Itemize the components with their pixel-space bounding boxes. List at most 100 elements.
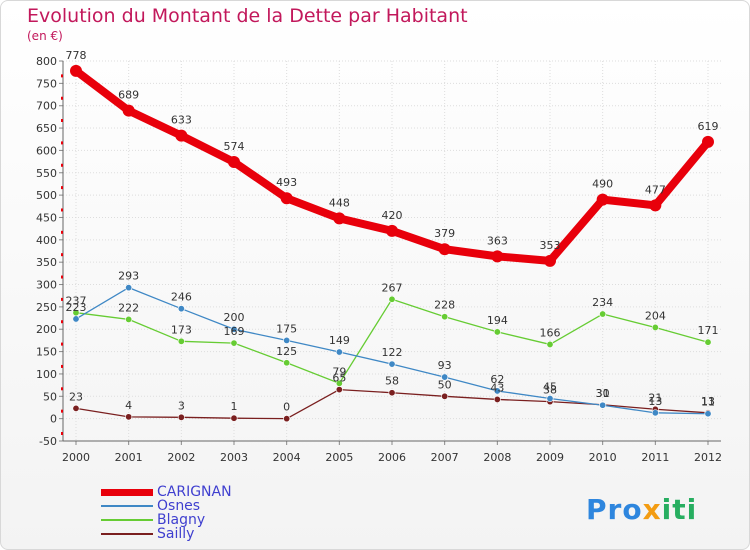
x-tick-label: 2007: [431, 451, 459, 464]
data-point-sailly: [493, 395, 501, 403]
data-label-carignan: 448: [329, 196, 350, 209]
x-tick-label: 2001: [115, 451, 143, 464]
legend-swatch-osnes: [101, 505, 153, 507]
x-tick-label: 2003: [220, 451, 248, 464]
x-tick-label: 2005: [325, 451, 353, 464]
data-point-carignan: [544, 254, 556, 267]
data-label-sailly: 23: [69, 390, 83, 403]
data-label-carignan: 619: [698, 120, 719, 133]
data-label-sailly: 31: [596, 387, 610, 400]
data-label-sailly: 43: [490, 381, 504, 394]
logo-part-2: x: [642, 493, 662, 526]
data-label-osnes: 62: [490, 373, 504, 386]
data-label-osnes: 11: [701, 396, 715, 409]
y-tick-label: 400: [36, 234, 57, 247]
data-point-blagny: [704, 338, 712, 346]
data-point-carignan: [122, 104, 135, 117]
data-label-osnes: 293: [118, 270, 139, 283]
data-label-blagny: 204: [645, 309, 666, 322]
x-tick-label: 2011: [641, 451, 669, 464]
y-tick-label: 150: [36, 346, 57, 359]
data-point-carignan: [70, 64, 82, 77]
data-point-osnes: [177, 305, 185, 313]
legend-item-sailly: Sailly: [101, 527, 232, 541]
data-label-osnes: 30: [596, 387, 610, 400]
y-tick-label: 800: [36, 55, 57, 68]
data-label-carignan: 689: [118, 89, 139, 102]
legend-item-osnes: Osnes: [101, 499, 232, 513]
data-point-osnes: [493, 387, 501, 395]
logo-part-3: iti: [661, 493, 698, 526]
y-tick-label: 750: [36, 77, 57, 90]
data-point-blagny: [441, 313, 449, 321]
data-label-sailly: 65: [332, 372, 346, 385]
data-point-carignan: [596, 193, 609, 206]
data-label-blagny: 237: [66, 295, 87, 308]
data-point-blagny: [388, 295, 396, 303]
data-label-osnes: 13: [648, 395, 662, 408]
data-point-carignan: [175, 129, 188, 142]
data-point-sailly: [177, 413, 185, 421]
y-tick-label: 600: [36, 144, 57, 157]
data-label-carignan: 420: [382, 209, 403, 222]
legend-label-blagny: Blagny: [157, 512, 206, 528]
y-tick-label: 0: [50, 413, 57, 426]
logo-part-1: Pro: [586, 493, 643, 526]
legend-label-carignan: CARIGNAN: [157, 484, 232, 500]
data-label-blagny: 267: [382, 281, 403, 294]
data-label-sailly: 50: [438, 378, 452, 391]
data-label-blagny: 228: [434, 299, 455, 312]
chart-title: Evolution du Montant de la Dette par Hab…: [27, 5, 468, 27]
data-label-blagny: 125: [276, 345, 297, 358]
data-label-sailly: 4: [125, 399, 132, 412]
legend-item-carignan: CARIGNAN: [101, 485, 232, 499]
data-label-osnes: 45: [543, 381, 557, 394]
y-tick-label: 700: [36, 100, 57, 113]
data-label-carignan: 477: [645, 183, 666, 196]
data-point-blagny: [177, 337, 185, 345]
data-point-carignan: [649, 199, 662, 212]
data-point-sailly: [72, 404, 80, 412]
data-label-osnes: 175: [276, 322, 297, 335]
data-label-carignan: 353: [540, 239, 561, 252]
data-label-osnes: 93: [438, 359, 452, 372]
legend-swatch-sailly: [101, 533, 153, 535]
y-tick-label: -50: [39, 435, 57, 448]
data-label-blagny: 194: [487, 314, 508, 327]
chart-legend: CARIGNAN Osnes Blagny Sailly: [101, 485, 232, 541]
data-label-sailly: 21: [648, 391, 662, 404]
data-point-carignan: [333, 212, 346, 225]
legend-swatch-blagny: [101, 519, 153, 521]
data-label-blagny: 79: [332, 365, 346, 378]
data-point-carignan: [491, 250, 504, 263]
y-tick-label: 250: [36, 301, 57, 314]
data-label-blagny: 173: [171, 323, 192, 336]
data-label-blagny: 169: [224, 325, 245, 338]
data-label-carignan: 574: [224, 140, 245, 153]
x-tick-label: 2010: [589, 451, 617, 464]
data-point-sailly: [441, 392, 449, 400]
data-label-carignan: 379: [434, 227, 455, 240]
legend-label-osnes: Osnes: [157, 498, 201, 514]
x-tick-label: 2002: [167, 451, 195, 464]
data-label-osnes: 200: [224, 311, 245, 324]
x-tick-label: 2009: [536, 451, 564, 464]
y-tick-label: 450: [36, 211, 57, 224]
data-label-sailly: 1: [231, 400, 238, 413]
data-label-osnes: 223: [66, 301, 87, 314]
data-point-sailly: [230, 414, 238, 422]
data-point-blagny: [335, 379, 343, 387]
legend-item-blagny: Blagny: [101, 513, 232, 527]
data-point-sailly: [283, 415, 291, 423]
data-point-blagny: [599, 310, 607, 318]
data-point-osnes: [546, 395, 554, 403]
data-point-osnes: [335, 348, 343, 356]
y-tick-label: 200: [36, 323, 57, 336]
data-label-blagny: 171: [698, 324, 719, 337]
data-point-osnes: [125, 284, 133, 292]
data-label-blagny: 166: [540, 326, 561, 339]
data-label-blagny: 222: [118, 301, 139, 314]
data-point-sailly: [335, 386, 343, 394]
data-point-osnes: [230, 325, 238, 333]
